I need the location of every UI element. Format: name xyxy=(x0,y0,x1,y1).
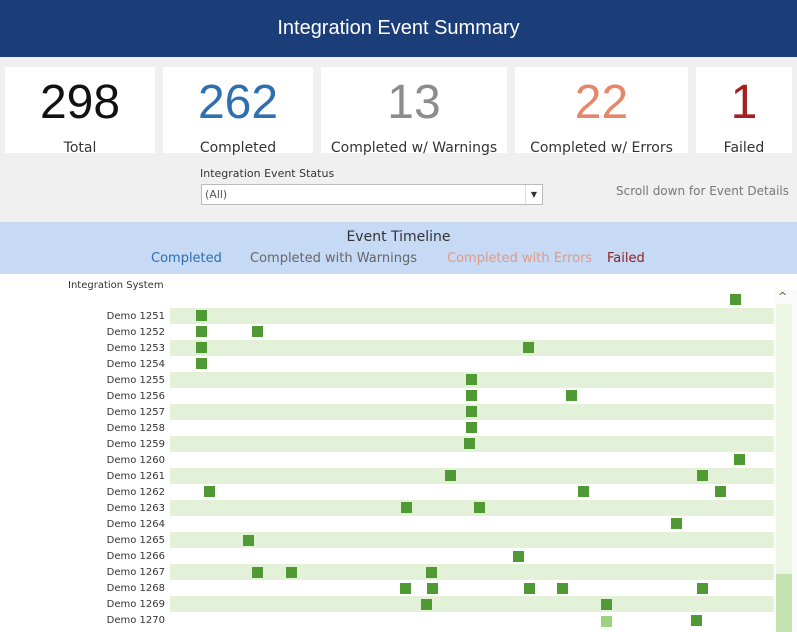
event-marker[interactable] xyxy=(557,583,568,594)
event-marker[interactable] xyxy=(466,406,477,417)
scroll-up-icon[interactable]: ^ xyxy=(778,290,788,303)
kpi-errors-label: Completed w/ Errors xyxy=(530,140,673,156)
row-label: Demo 1270 xyxy=(106,615,165,626)
row-label: Demo 1260 xyxy=(106,455,165,466)
row-label: Demo 1259 xyxy=(106,439,165,450)
row-label: Demo 1252 xyxy=(106,327,165,338)
row-label: Demo 1251 xyxy=(106,311,165,322)
row-label: Demo 1255 xyxy=(106,375,165,386)
row-label: Demo 1267 xyxy=(106,567,165,578)
row-label: Demo 1262 xyxy=(106,487,165,498)
scrollbar-track[interactable] xyxy=(776,304,792,632)
kpi-completed: 262 Completed xyxy=(163,67,313,156)
row-label: Demo 1257 xyxy=(106,407,165,418)
row-label: Demo 1254 xyxy=(106,359,165,370)
kpi-failed: 1 Failed xyxy=(696,67,792,156)
kpi-completed-value: 262 xyxy=(197,76,279,129)
row-stripe xyxy=(170,500,774,516)
event-marker[interactable] xyxy=(578,486,589,497)
kpi-total-label: Total xyxy=(63,140,97,156)
event-marker[interactable] xyxy=(691,615,702,626)
event-marker[interactable] xyxy=(697,470,708,481)
event-marker[interactable] xyxy=(601,599,612,610)
event-marker[interactable] xyxy=(730,294,741,305)
timeline-title: Event Timeline xyxy=(346,229,451,245)
legend-completed[interactable]: Completed xyxy=(151,251,222,266)
axis-title: Integration System xyxy=(68,280,164,291)
event-marker[interactable] xyxy=(252,567,263,578)
event-marker[interactable] xyxy=(466,390,477,401)
event-marker[interactable] xyxy=(426,567,437,578)
legend-failed[interactable]: Failed xyxy=(607,251,645,266)
event-marker[interactable] xyxy=(734,454,745,465)
row-stripe xyxy=(170,340,774,356)
kpi-errors: 22 Completed w/ Errors xyxy=(515,67,688,156)
event-marker[interactable] xyxy=(523,342,534,353)
event-marker[interactable] xyxy=(196,358,207,369)
event-marker[interactable] xyxy=(671,518,682,529)
event-marker[interactable] xyxy=(566,390,577,401)
row-label: Demo 1264 xyxy=(106,519,165,530)
event-marker[interactable] xyxy=(466,422,477,433)
row-stripe xyxy=(170,564,774,580)
event-marker[interactable] xyxy=(524,583,535,594)
timeline-header xyxy=(0,222,797,274)
event-marker[interactable] xyxy=(400,583,411,594)
event-marker[interactable] xyxy=(204,486,215,497)
event-marker[interactable] xyxy=(697,583,708,594)
row-stripe xyxy=(170,596,774,612)
scrollbar-thumb[interactable] xyxy=(776,574,792,632)
row-label: Demo 1253 xyxy=(106,343,165,354)
kpi-warnings-label: Completed w/ Warnings xyxy=(330,140,498,156)
row-stripe xyxy=(170,532,774,548)
vertical-scrollbar[interactable]: ^ xyxy=(775,290,797,632)
row-label: Demo 1266 xyxy=(106,551,165,562)
kpi-total: 298 Total xyxy=(5,67,155,156)
kpi-failed-label: Failed xyxy=(723,140,765,156)
row-label: Demo 1258 xyxy=(106,423,165,434)
event-marker[interactable] xyxy=(464,438,475,449)
event-marker[interactable] xyxy=(715,486,726,497)
event-marker[interactable] xyxy=(196,310,207,321)
row-label: Demo 1256 xyxy=(106,391,165,402)
kpi-completed-label: Completed xyxy=(199,140,277,156)
event-marker[interactable] xyxy=(196,342,207,353)
status-filter-label: Integration Event Status xyxy=(200,167,335,180)
kpi-failed-value: 1 xyxy=(730,76,758,129)
event-marker[interactable] xyxy=(421,599,432,610)
kpi-total-value: 298 xyxy=(39,76,121,129)
chevron-down-icon[interactable]: ▼ xyxy=(525,185,542,204)
kpi-warnings-value: 13 xyxy=(387,76,441,129)
event-marker[interactable] xyxy=(427,583,438,594)
event-marker[interactable] xyxy=(243,535,254,546)
event-marker[interactable] xyxy=(474,502,485,513)
row-stripe xyxy=(170,468,774,484)
status-filter-dropdown[interactable]: (All) ▼ xyxy=(201,184,543,205)
event-marker[interactable] xyxy=(601,616,612,627)
event-marker[interactable] xyxy=(252,326,263,337)
event-marker[interactable] xyxy=(513,551,524,562)
page-title: Integration Event Summary xyxy=(0,0,797,57)
scroll-note: Scroll down for Event Details xyxy=(615,184,789,198)
event-marker[interactable] xyxy=(196,326,207,337)
event-marker[interactable] xyxy=(401,502,412,513)
row-label: Demo 1269 xyxy=(106,599,165,610)
event-marker[interactable] xyxy=(445,470,456,481)
kpi-warnings: 13 Completed w/ Warnings xyxy=(321,67,507,156)
row-label: Demo 1265 xyxy=(106,535,165,546)
kpi-errors-value: 22 xyxy=(574,76,629,129)
legend-errors[interactable]: Completed with Errors xyxy=(447,251,593,266)
event-marker[interactable] xyxy=(286,567,297,578)
row-label: Demo 1261 xyxy=(106,471,165,482)
row-label: Demo 1268 xyxy=(106,583,165,594)
legend-warnings[interactable]: Completed with Warnings xyxy=(250,251,417,266)
event-marker[interactable] xyxy=(466,374,477,385)
row-stripe xyxy=(170,308,774,324)
status-filter-value: (All) xyxy=(205,188,228,201)
row-label: Demo 1263 xyxy=(106,503,165,514)
